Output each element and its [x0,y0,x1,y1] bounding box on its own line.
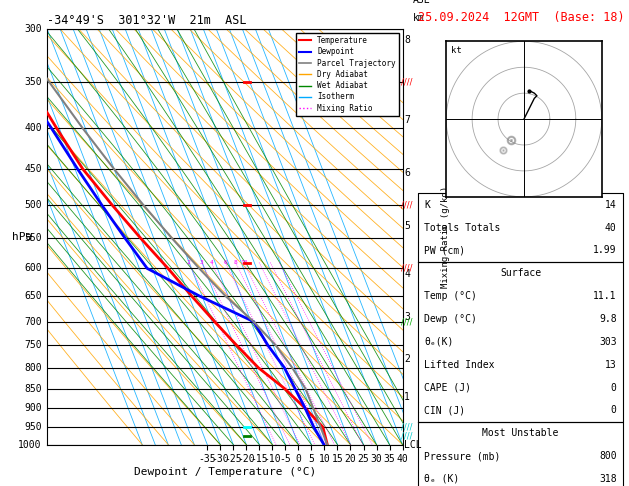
Text: CIN (J): CIN (J) [425,405,465,416]
Text: 6: 6 [404,168,410,178]
Text: ////: //// [401,78,413,87]
Text: 450: 450 [25,164,42,174]
Text: 2: 2 [404,354,410,364]
Text: 800: 800 [599,451,616,461]
Text: Mixing Ratio (g/kg): Mixing Ratio (g/kg) [441,186,450,288]
Text: 750: 750 [25,340,42,350]
X-axis label: Dewpoint / Temperature (°C): Dewpoint / Temperature (°C) [134,467,316,477]
Text: 650: 650 [25,291,42,301]
Text: 700: 700 [25,316,42,327]
Legend: Temperature, Dewpoint, Parcel Trajectory, Dry Adiabat, Wet Adiabat, Isotherm, Mi: Temperature, Dewpoint, Parcel Trajectory… [296,33,399,116]
Text: Dewp (°C): Dewp (°C) [425,314,477,324]
Text: 2: 2 [187,260,191,265]
Text: 600: 600 [25,263,42,274]
Text: 10: 10 [240,260,248,265]
Text: ////: //// [401,432,413,440]
Text: 4: 4 [404,269,410,279]
Text: 850: 850 [25,383,42,394]
Text: 950: 950 [25,422,42,432]
Text: ////: //// [401,264,413,273]
Text: 9.8: 9.8 [599,314,616,324]
Text: 3: 3 [404,312,410,322]
Text: 500: 500 [25,200,42,210]
Text: Totals Totals: Totals Totals [425,223,501,233]
Text: ASL: ASL [413,0,431,5]
Text: 0: 0 [611,382,616,393]
Text: 1: 1 [404,392,410,401]
Text: 40: 40 [605,223,616,233]
Text: 3: 3 [200,260,204,265]
Text: 4: 4 [209,260,213,265]
Text: θₑ (K): θₑ (K) [425,474,460,484]
Text: Most Unstable: Most Unstable [482,428,559,438]
Text: 900: 900 [25,403,42,413]
Text: Lifted Index: Lifted Index [425,360,495,370]
Text: 25.09.2024  12GMT  (Base: 18): 25.09.2024 12GMT (Base: 18) [418,11,625,24]
Text: ////: //// [401,201,413,210]
Text: PW (cm): PW (cm) [425,245,465,256]
Text: -34°49'S  301°32'W  21m  ASL: -34°49'S 301°32'W 21m ASL [47,14,247,27]
Text: 318: 318 [599,474,616,484]
Text: 11.1: 11.1 [593,291,616,301]
Text: kt: kt [451,46,462,55]
Text: 5: 5 [404,221,410,230]
Text: 0: 0 [611,405,616,416]
Text: 13: 13 [605,360,616,370]
Text: 350: 350 [25,77,42,87]
Text: 300: 300 [25,24,42,34]
Text: Surface: Surface [500,268,541,278]
Text: 8: 8 [404,35,410,46]
Text: 303: 303 [599,337,616,347]
Text: 1.99: 1.99 [593,245,616,256]
Text: θₑ(K): θₑ(K) [425,337,454,347]
Text: 550: 550 [25,233,42,243]
Text: hPa: hPa [12,232,33,242]
Text: 1000: 1000 [18,440,42,450]
Text: LCL: LCL [404,440,422,450]
Text: Pressure (mb): Pressure (mb) [425,451,501,461]
Text: Temp (°C): Temp (°C) [425,291,477,301]
Text: km: km [413,13,425,23]
Text: 8: 8 [234,260,238,265]
Text: ////: //// [401,422,413,432]
Text: K: K [425,200,430,210]
Text: CAPE (J): CAPE (J) [425,382,471,393]
Text: 7: 7 [404,115,410,125]
Text: 400: 400 [25,123,42,134]
Text: ////: //// [401,317,413,326]
Text: 6: 6 [223,260,227,265]
Text: 14: 14 [605,200,616,210]
Text: 800: 800 [25,363,42,373]
